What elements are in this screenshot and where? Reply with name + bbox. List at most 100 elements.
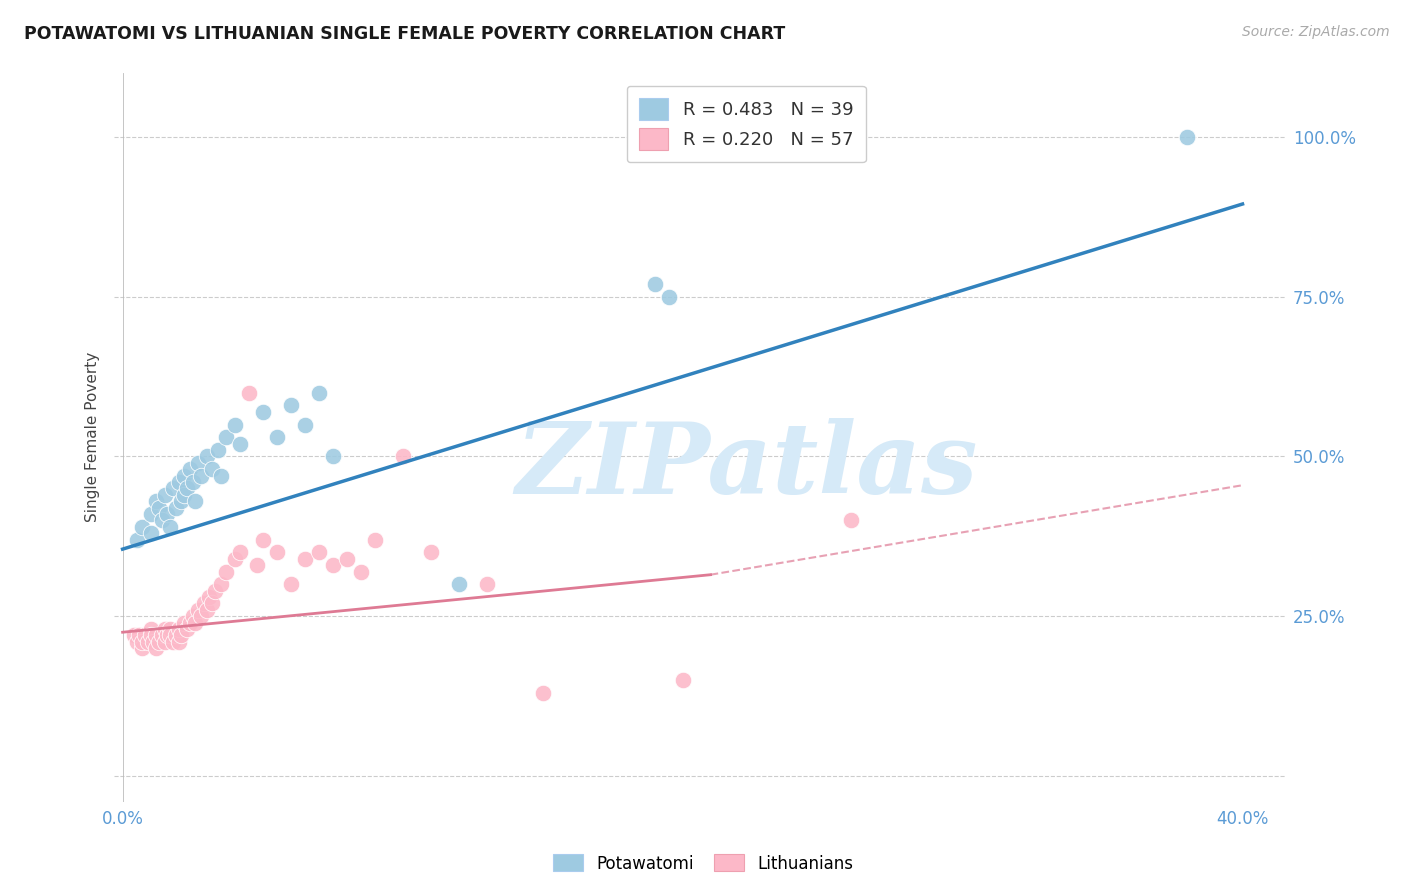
Point	[363, 533, 385, 547]
Point	[128, 628, 150, 642]
Point	[173, 468, 195, 483]
Y-axis label: Single Female Poverty: Single Female Poverty	[86, 352, 100, 523]
Point	[184, 494, 207, 508]
Legend: Potawatomi, Lithuanians: Potawatomi, Lithuanians	[547, 847, 859, 880]
Point	[150, 513, 173, 527]
Point	[167, 622, 190, 636]
Point	[153, 622, 176, 636]
Point	[173, 615, 195, 630]
Point	[190, 468, 212, 483]
Point	[209, 468, 232, 483]
Point	[173, 488, 195, 502]
Point	[162, 482, 184, 496]
Point	[198, 590, 221, 604]
Point	[252, 405, 274, 419]
Point	[148, 635, 170, 649]
Point	[224, 551, 246, 566]
Point	[308, 385, 330, 400]
Point	[294, 551, 316, 566]
Text: ZIPatlas: ZIPatlas	[515, 418, 977, 515]
Point	[179, 462, 201, 476]
Point	[349, 565, 371, 579]
Point	[131, 520, 153, 534]
Point	[839, 513, 862, 527]
Point	[266, 430, 288, 444]
Point	[181, 475, 204, 489]
Point	[187, 603, 209, 617]
Text: POTAWATOMI VS LITHUANIAN SINGLE FEMALE POVERTY CORRELATION CHART: POTAWATOMI VS LITHUANIAN SINGLE FEMALE P…	[24, 25, 785, 43]
Point	[139, 507, 162, 521]
Point	[145, 494, 167, 508]
Point	[176, 482, 198, 496]
Point	[142, 635, 165, 649]
Point	[252, 533, 274, 547]
Point	[179, 615, 201, 630]
Point	[125, 533, 148, 547]
Point	[195, 450, 218, 464]
Point	[134, 628, 156, 642]
Point	[176, 622, 198, 636]
Point	[139, 628, 162, 642]
Point	[658, 290, 681, 304]
Point	[125, 635, 148, 649]
Point	[322, 450, 344, 464]
Point	[159, 520, 181, 534]
Point	[153, 635, 176, 649]
Point	[165, 500, 187, 515]
Point	[308, 545, 330, 559]
Point	[145, 641, 167, 656]
Point	[139, 622, 162, 636]
Point	[156, 507, 179, 521]
Point	[167, 635, 190, 649]
Point	[159, 622, 181, 636]
Point	[238, 385, 260, 400]
Point	[187, 456, 209, 470]
Point	[170, 628, 193, 642]
Point	[671, 673, 693, 688]
Point	[139, 526, 162, 541]
Point	[190, 609, 212, 624]
Point	[201, 597, 224, 611]
Legend: R = 0.483   N = 39, R = 0.220   N = 57: R = 0.483 N = 39, R = 0.220 N = 57	[627, 86, 866, 162]
Point	[204, 583, 226, 598]
Point	[224, 417, 246, 432]
Point	[207, 443, 229, 458]
Point	[1175, 129, 1198, 144]
Point	[215, 565, 238, 579]
Point	[215, 430, 238, 444]
Point	[167, 475, 190, 489]
Point	[170, 494, 193, 508]
Point	[335, 551, 357, 566]
Point	[181, 609, 204, 624]
Point	[246, 558, 269, 573]
Point	[131, 641, 153, 656]
Point	[447, 577, 470, 591]
Point	[280, 577, 302, 591]
Point	[159, 628, 181, 642]
Point	[644, 277, 666, 291]
Point	[201, 462, 224, 476]
Point	[150, 628, 173, 642]
Point	[184, 615, 207, 630]
Point	[266, 545, 288, 559]
Point	[162, 635, 184, 649]
Point	[280, 398, 302, 412]
Point	[193, 597, 215, 611]
Point	[294, 417, 316, 432]
Point	[195, 603, 218, 617]
Point	[153, 488, 176, 502]
Point	[136, 635, 159, 649]
Text: Source: ZipAtlas.com: Source: ZipAtlas.com	[1241, 25, 1389, 39]
Point	[229, 436, 252, 450]
Point	[391, 450, 413, 464]
Point	[419, 545, 441, 559]
Point	[531, 686, 554, 700]
Point	[165, 628, 187, 642]
Point	[322, 558, 344, 573]
Point	[229, 545, 252, 559]
Point	[131, 635, 153, 649]
Point	[145, 628, 167, 642]
Point	[148, 500, 170, 515]
Point	[209, 577, 232, 591]
Point	[475, 577, 498, 591]
